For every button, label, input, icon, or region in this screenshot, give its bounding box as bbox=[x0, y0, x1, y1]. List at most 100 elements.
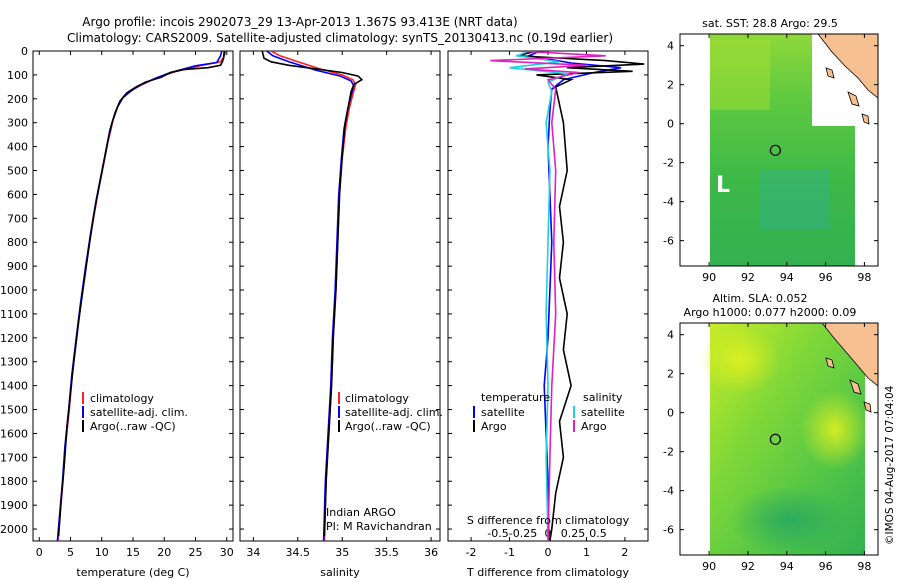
argo-location-marker bbox=[769, 433, 781, 445]
x-tick-label: 1 bbox=[583, 546, 590, 559]
x-tick-label: 5 bbox=[67, 546, 74, 559]
legend-label-sal-argo: Argo bbox=[581, 420, 607, 433]
x-tick-label: 10 bbox=[95, 546, 109, 559]
sst-warm-patch bbox=[710, 40, 770, 110]
map-frame bbox=[679, 322, 879, 556]
difference-xlabel-top: S difference from climatology bbox=[467, 514, 630, 527]
series-line-climatology bbox=[57, 51, 227, 541]
series-group bbox=[261, 51, 364, 541]
x-tick-label: -1 bbox=[504, 546, 515, 559]
y-tick-label: 100 bbox=[7, 69, 28, 82]
legend-title-salinity: salinity bbox=[583, 391, 623, 404]
map-y-tick-label: -4 bbox=[663, 196, 674, 209]
legend-label-argo: Argo(..raw -QC) bbox=[90, 420, 176, 433]
y-tick-label: 400 bbox=[7, 141, 28, 154]
legend-label-sal-satellite: satellite bbox=[581, 406, 625, 419]
y-tick-label: 1500 bbox=[0, 404, 28, 417]
y-tick-label: 1200 bbox=[0, 332, 28, 345]
x-top-tick-label: -0.25 bbox=[509, 527, 537, 540]
map-y-tick-label: 0 bbox=[667, 118, 674, 131]
map-y-tick-label: -2 bbox=[663, 157, 674, 170]
legend-title-temperature: temperature bbox=[481, 391, 550, 404]
island-siberut bbox=[849, 379, 862, 395]
y-tick-label: 2000 bbox=[0, 523, 28, 536]
credit-text: ©IMOS 04-Aug-2017 07:04:04 bbox=[884, 385, 896, 545]
series-line-salinity-argo bbox=[490, 51, 606, 541]
x-tick-label: 20 bbox=[157, 546, 171, 559]
map-x-tick-label: 92 bbox=[741, 271, 755, 284]
temperature-panel: 0100200300400500600700800900100011001200… bbox=[0, 45, 234, 559]
x-tick-label: 35 bbox=[335, 546, 349, 559]
legend-label-satellite: satellite-adj. clim. bbox=[90, 406, 188, 419]
y-tick-label: 1800 bbox=[0, 475, 28, 488]
x-tick-label: 25 bbox=[189, 546, 203, 559]
map-x-tick-label: 90 bbox=[702, 560, 716, 573]
y-tick-label: 300 bbox=[7, 117, 28, 130]
difference-panel: -2 -1 0 1 2-0.5 -0.25 0 0.25 0.5 bbox=[447, 50, 649, 559]
y-tick-label: 500 bbox=[7, 165, 28, 178]
x-top-tick-label: 0.5 bbox=[589, 527, 607, 540]
map-x-tick-label: 94 bbox=[780, 560, 794, 573]
map-x-tick-label: 96 bbox=[819, 560, 833, 573]
x-tick-label: 30 bbox=[220, 546, 234, 559]
temperature-legend: climatology satellite-adj. clim. Argo(..… bbox=[82, 392, 188, 433]
difference-xlabel-bottom: T difference from climatology bbox=[466, 566, 629, 579]
sst-map-title: sat. SST: 28.8 Argo: 29.5 bbox=[702, 17, 838, 30]
sst-annotation-L: L bbox=[716, 173, 730, 198]
panel-frame bbox=[239, 50, 441, 542]
y-tick-label: 1400 bbox=[0, 380, 28, 393]
island-sipora bbox=[861, 113, 870, 125]
island-nias bbox=[825, 67, 835, 79]
legend-label-climatology: climatology bbox=[345, 392, 409, 405]
sst-map: L bbox=[710, 34, 878, 266]
sla-high-blob bbox=[700, 325, 780, 395]
legend-label-argo: Argo(..raw -QC) bbox=[345, 420, 431, 433]
annotation-indian-argo: Indian ARGO bbox=[326, 506, 396, 519]
sst-map-axes: 90 92 94 96 98 4 2 0 -2 -4 -6 bbox=[663, 33, 879, 284]
legend-label-temp-satellite: satellite bbox=[481, 406, 525, 419]
map-x-tick-label: 96 bbox=[819, 271, 833, 284]
y-tick-label: 1300 bbox=[0, 356, 28, 369]
legend-label-satellite: satellite-adj. clim. bbox=[345, 406, 443, 419]
salinity-legend: climatology satellite-adj. clim. Argo(..… bbox=[326, 392, 443, 533]
series-line-climatology bbox=[270, 51, 357, 541]
map-x-tick-label: 90 bbox=[702, 271, 716, 284]
argo-location-marker bbox=[769, 144, 781, 156]
x-top-tick-label: 0.25 bbox=[561, 527, 586, 540]
legend-label-temp-argo: Argo bbox=[481, 420, 507, 433]
x-tick-label: 2 bbox=[621, 546, 628, 559]
salinity-panel: 34 34.5 35 35.5 36 bbox=[239, 50, 441, 559]
sumatra-land bbox=[821, 323, 878, 387]
y-tick-label: 1700 bbox=[0, 451, 28, 464]
sst-cool-patch bbox=[760, 170, 830, 230]
sst-cloud-mask2 bbox=[855, 120, 878, 266]
y-tick-label: 1900 bbox=[0, 499, 28, 512]
y-tick-label: 200 bbox=[7, 93, 28, 106]
map-y-tick-label: 4 bbox=[667, 329, 674, 342]
island-siberut bbox=[847, 91, 860, 107]
series-line-salinity-satellite bbox=[509, 51, 571, 541]
sla-map bbox=[700, 323, 878, 555]
x-tick-label: 36 bbox=[424, 546, 438, 559]
y-tick-label: 1600 bbox=[0, 427, 28, 440]
x-tick-label: 35.5 bbox=[374, 546, 399, 559]
island-nias bbox=[825, 357, 835, 369]
sumatra-land bbox=[817, 34, 878, 99]
series-line-temperature-argo bbox=[517, 51, 645, 541]
sla-map-title-line2: Argo h1000: 0.077 h2000: 0.09 bbox=[684, 306, 857, 319]
x-tick-label: 34.5 bbox=[286, 546, 311, 559]
map-y-tick-label: -6 bbox=[663, 524, 674, 537]
x-tick-label: 0 bbox=[545, 546, 552, 559]
figure-title-line2: Climatology: CARS2009. Satellite-adjuste… bbox=[67, 31, 613, 45]
difference-legend: temperature salinity satellite Argo sate… bbox=[473, 391, 625, 433]
map-y-tick-label: -2 bbox=[663, 446, 674, 459]
y-tick-label: 800 bbox=[7, 236, 28, 249]
salinity-xlabel: salinity bbox=[320, 566, 360, 579]
y-tick-label: 0 bbox=[21, 45, 28, 58]
map-y-tick-label: 2 bbox=[667, 79, 674, 92]
map-x-tick-label: 98 bbox=[857, 560, 871, 573]
y-tick-label: 900 bbox=[7, 260, 28, 273]
series-line-temperature-satellite bbox=[525, 51, 622, 541]
